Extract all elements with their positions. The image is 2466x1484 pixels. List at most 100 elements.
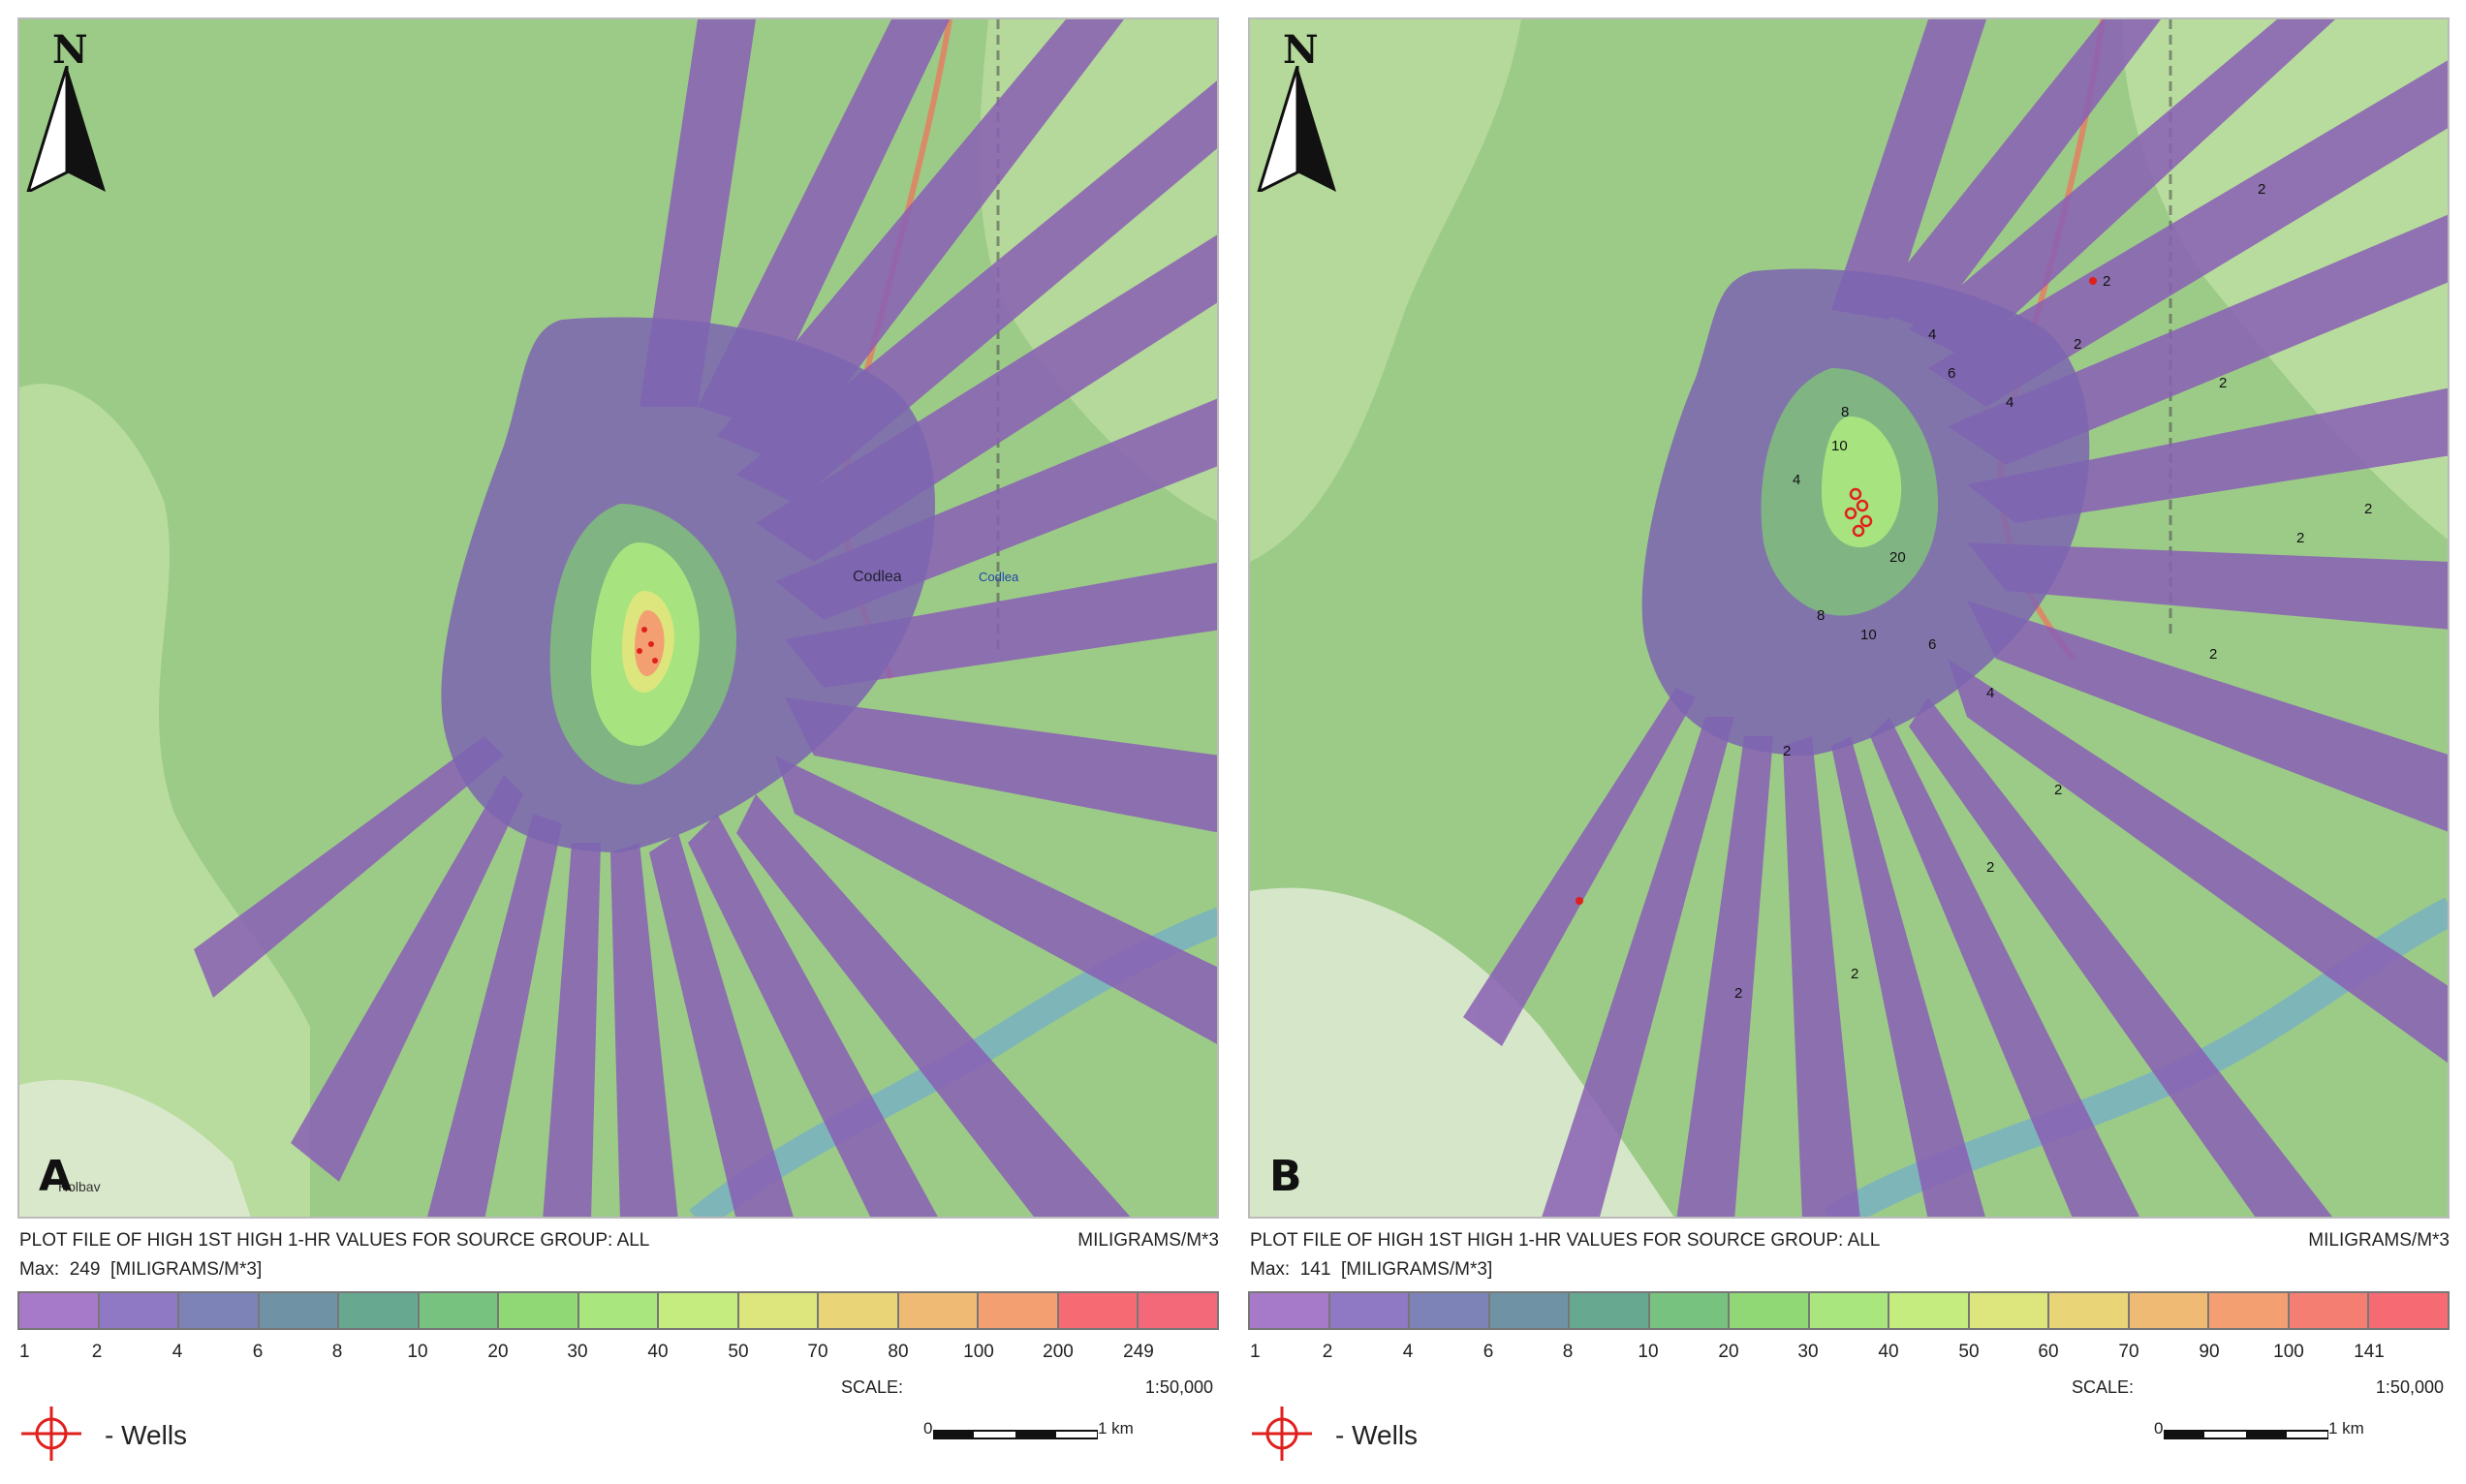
scale-value-a: 1:50,000 — [1144, 1377, 1213, 1397]
colorbar-tick: 249 — [1123, 1342, 1154, 1362]
contour-label: 2 — [2103, 273, 2110, 290]
colorbar-swatch — [259, 1293, 340, 1328]
colorbar-swatch — [1489, 1293, 1571, 1328]
contour-label: 2 — [2054, 782, 2062, 798]
contour-label: 2 — [2209, 646, 2217, 663]
units-label-a: MILIGRAMS/M*3 — [1077, 1230, 1219, 1251]
colorbar-tick: 141 — [2354, 1342, 2385, 1362]
scalebar-graphic — [2164, 1430, 2328, 1439]
colorbar-tick: 40 — [1878, 1342, 1899, 1362]
colorbar-swatch — [979, 1293, 1059, 1328]
colorbar-swatch — [1410, 1293, 1490, 1328]
colorbar-tick: 100 — [963, 1342, 994, 1362]
contour-label: 2 — [2074, 336, 2081, 353]
colorbar-tick: 50 — [728, 1342, 749, 1362]
colorbar-swatch — [659, 1293, 739, 1328]
colorbar-tick: 4 — [1402, 1342, 1414, 1362]
colorbar-tick: 6 — [1483, 1342, 1494, 1362]
contour-label: 2 — [2364, 501, 2372, 517]
colorbar-a — [17, 1291, 1219, 1330]
dispersion-map-b: 2 2 2 4 4 6 8 10 20 8 10 6 4 2 2 2 2 2 2… — [1248, 17, 2450, 1219]
colorbar-tick: 10 — [407, 1342, 428, 1362]
scalebar-km: 1 km — [2328, 1419, 2364, 1438]
wells-legend-b: - Wells — [1248, 1405, 1636, 1463]
map-canvas-b: 2 2 2 4 4 6 8 10 20 8 10 6 4 2 2 2 2 2 2… — [1250, 19, 2448, 1217]
colorbar-swatch — [1139, 1293, 1217, 1328]
colorbar-tick: 8 — [331, 1342, 343, 1362]
colorbar-swatch — [339, 1293, 420, 1328]
map-canvas-a: Codlea Codlea Holbav — [19, 19, 1217, 1217]
colorbar-swatch — [1058, 1293, 1139, 1328]
colorbar-tick: 4 — [172, 1342, 183, 1362]
map-panel-a: Codlea Codlea Holbav N A PLOT FILE OF HI… — [17, 17, 1219, 1470]
contour-label: 10 — [1860, 627, 1877, 643]
colorbar-swatch — [2049, 1293, 2130, 1328]
scalebar-km: 1 km — [1098, 1419, 1134, 1438]
colorbar-swatch — [738, 1293, 820, 1328]
town-label-a: Codlea — [853, 569, 902, 585]
colorbar-tick: 50 — [1958, 1342, 1980, 1362]
scalebar-zero: 0 — [923, 1419, 933, 1438]
colorbar-tick: 20 — [487, 1342, 509, 1362]
colorbar-swatch — [2209, 1293, 2290, 1328]
wells-label-b: - Wells — [1335, 1420, 1419, 1450]
legend-b: PLOT FILE OF HIGH 1ST HIGH 1-HR VALUES F… — [1248, 1230, 2450, 1472]
map-panel-b: 2 2 2 4 4 6 8 10 20 8 10 6 4 2 2 2 2 2 2… — [1248, 17, 2450, 1470]
scalebar-b: 0 1 km — [2154, 1419, 2406, 1458]
plot-title-a: PLOT FILE OF HIGH 1ST HIGH 1-HR VALUES F… — [19, 1230, 650, 1251]
colorbar-tick: 40 — [647, 1342, 669, 1362]
contour-label: 4 — [1986, 685, 1994, 701]
contour-label: 8 — [1841, 404, 1849, 420]
colorbar-tick: 30 — [567, 1342, 588, 1362]
scale-value-b: 1:50,000 — [2375, 1377, 2444, 1397]
colorbar-tick: 80 — [888, 1342, 909, 1362]
colorbar-tick: 70 — [807, 1342, 828, 1362]
north-arrow-icon — [26, 66, 106, 192]
max-value-b: Max: 141 [MILIGRAMS/M*3] — [1250, 1259, 1493, 1280]
colorbar-b — [1248, 1291, 2450, 1330]
colorbar-swatch — [179, 1293, 260, 1328]
colorbar-swatch — [2129, 1293, 2210, 1328]
colorbar-swatch — [499, 1293, 579, 1328]
colorbar-swatch — [898, 1293, 980, 1328]
town-label-a-2: Codlea — [979, 570, 1019, 584]
colorbar-tick: 70 — [2118, 1342, 2139, 1362]
contour-label: 2 — [2258, 181, 2265, 198]
wells-label-a: - Wells — [105, 1420, 188, 1450]
colorbar-ticks-a: 1 2 4 6 8 10 20 30 40 50 70 80 100 200 2… — [17, 1342, 1219, 1365]
colorbar-tick: 200 — [1043, 1342, 1074, 1362]
colorbar-swatch — [1329, 1293, 1411, 1328]
contour-label: 2 — [1783, 743, 1791, 759]
scale-label-b: SCALE: — [2072, 1377, 2135, 1397]
max-value-a: Max: 249 [MILIGRAMS/M*3] — [19, 1259, 263, 1280]
colorbar-swatch — [99, 1293, 180, 1328]
colorbar-tick: 100 — [2273, 1342, 2304, 1362]
colorbar-swatch — [2369, 1293, 2448, 1328]
well-symbol-icon — [21, 1407, 81, 1461]
colorbar-tick: 30 — [1797, 1342, 1819, 1362]
colorbar-swatch — [1570, 1293, 1650, 1328]
panel-letter-b: B — [1269, 1152, 1302, 1201]
colorbar-swatch — [578, 1293, 660, 1328]
colorbar-tick: 1 — [19, 1342, 30, 1362]
units-label-b: MILIGRAMS/M*3 — [2308, 1230, 2450, 1251]
colorbar-tick: 2 — [1322, 1342, 1333, 1362]
colorbar-swatch — [1889, 1293, 1970, 1328]
north-arrow-a: N — [23, 27, 110, 192]
colorbar-swatch — [819, 1293, 899, 1328]
north-label: N — [1283, 27, 1319, 73]
scalebar-zero: 0 — [2154, 1419, 2164, 1438]
contour-label: 10 — [1831, 438, 1848, 454]
north-arrow-b: N — [1254, 27, 1341, 192]
panel-letter-a: A — [39, 1152, 73, 1201]
contour-label: 2 — [2296, 530, 2304, 546]
scale-label-a: SCALE: — [841, 1377, 904, 1397]
colorbar-swatch — [1969, 1293, 2050, 1328]
dispersion-map-a: Codlea Codlea Holbav N A — [17, 17, 1219, 1219]
colorbar-tick: 8 — [1562, 1342, 1574, 1362]
contour-label: 2 — [1851, 966, 1858, 982]
colorbar-tick: 2 — [91, 1342, 103, 1362]
colorbar-swatch — [2289, 1293, 2370, 1328]
colorbar-swatch — [1250, 1293, 1330, 1328]
north-arrow-icon — [1257, 66, 1336, 192]
